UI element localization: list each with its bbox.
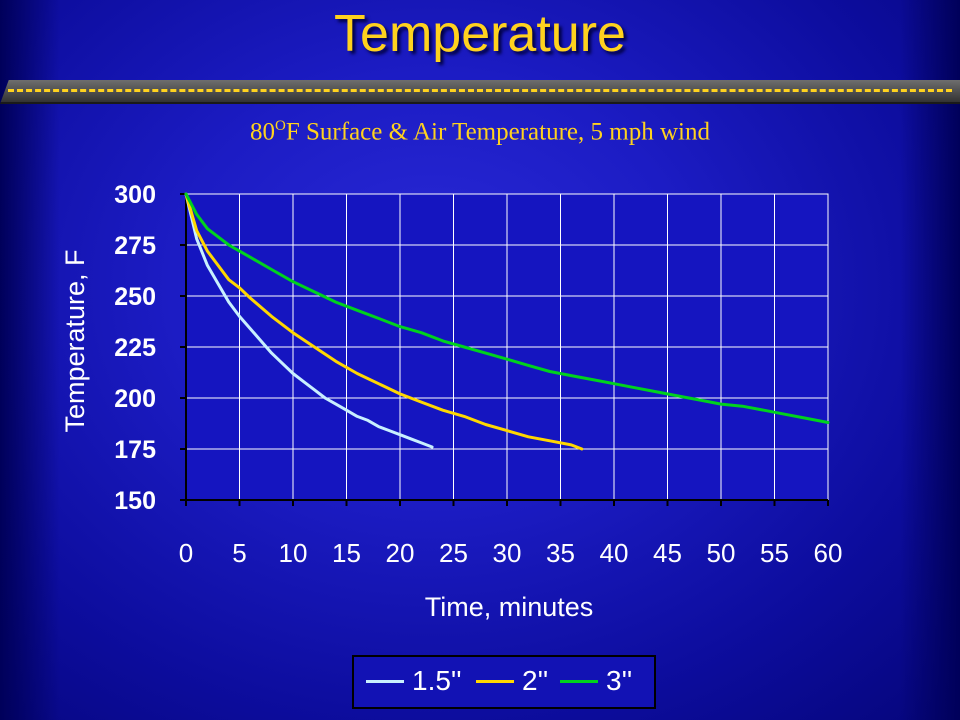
x-tick-label: 15 [332, 538, 361, 568]
x-tick-label: 55 [760, 538, 789, 568]
y-tick-label: 250 [114, 283, 156, 311]
legend-swatch-2-inch [476, 680, 514, 683]
x-tick-label: 50 [707, 538, 736, 568]
legend-label-2-inch: 2'' [522, 665, 549, 696]
subtitle-number: 80 [250, 118, 276, 146]
slide-edge-left [0, 0, 60, 720]
slide-edge-right [900, 0, 960, 720]
y-tick-label: 150 [114, 487, 156, 515]
legend-swatch-3-inch [560, 680, 598, 683]
legend-label-1-5-inch: 1.5'' [412, 665, 462, 696]
y-tick-label: 225 [114, 334, 156, 362]
y-tick-label: 200 [114, 385, 156, 413]
y-tick-label: 175 [114, 436, 156, 464]
x-tick-label: 25 [439, 538, 468, 568]
x-tick-label: 60 [814, 538, 843, 568]
temperature-chart: 150 175 200 225 250 275 300 0 5 10 15 20 25 30 35 40 45 5… [60, 181, 843, 622]
chart-legend: 1.5'' 2'' 3'' [352, 655, 656, 709]
x-axis-title: Time, minutes [425, 592, 594, 622]
x-tick-label: 40 [600, 538, 629, 568]
slide-title: Temperature [334, 5, 626, 63]
x-tick-label: 35 [546, 538, 575, 568]
series-line-0 [184, 192, 434, 449]
legend-swatch-1-5-inch [366, 680, 404, 683]
x-tick-label: 5 [232, 538, 246, 568]
y-tick-label: 300 [114, 181, 156, 209]
road-center-dashes [8, 89, 952, 92]
series-line-2 [184, 192, 830, 424]
x-tick-label: 30 [493, 538, 522, 568]
x-tick-label: 10 [279, 538, 308, 568]
subtitle-text: F Surface & Air Temperature, 5 mph wind [285, 118, 710, 146]
series-line-1 [184, 192, 584, 451]
x-tick-label: 0 [179, 538, 193, 568]
x-tick-label: 20 [386, 538, 415, 568]
chart-subtitle: 80OF Surface & Air Temperature, 5 mph wi… [0, 118, 960, 146]
legend-label-3-inch: 3'' [606, 665, 633, 696]
y-tick-label: 275 [114, 232, 156, 260]
y-axis-title: Temperature, F [60, 249, 90, 432]
x-tick-label: 45 [653, 538, 682, 568]
subtitle-degree-sup: O [275, 118, 286, 134]
